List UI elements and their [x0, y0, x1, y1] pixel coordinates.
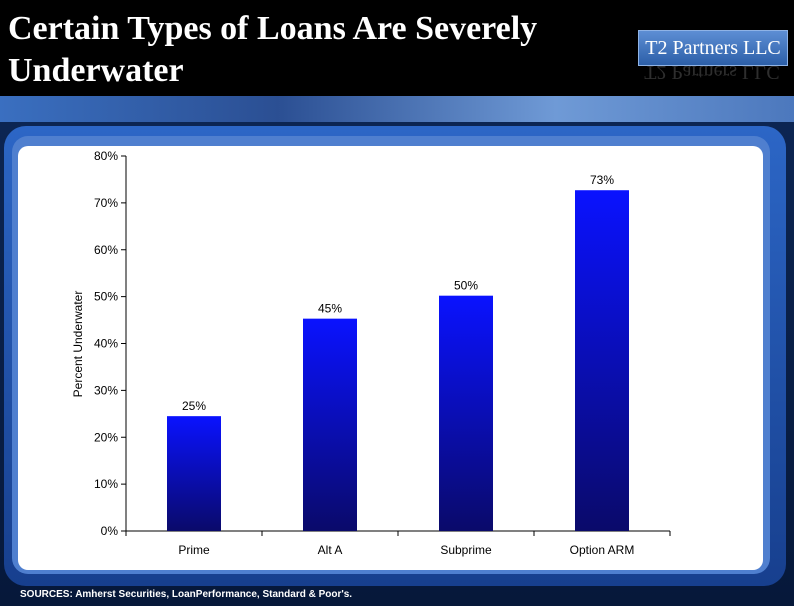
data-label: 73% — [590, 173, 614, 187]
header-band — [0, 96, 794, 122]
bar — [439, 295, 493, 531]
x-tick-label: Alt A — [318, 543, 343, 557]
brand-logo: T2 Partners LLC — [638, 30, 788, 66]
y-tick-label: 40% — [94, 337, 118, 351]
y-tick-label: 30% — [94, 383, 118, 397]
y-tick-label: 80% — [94, 149, 118, 163]
x-tick-label: Subprime — [440, 543, 492, 557]
y-tick-label: 50% — [94, 290, 118, 304]
sources-note: SOURCES: Amherst Securities, LoanPerform… — [20, 589, 353, 600]
data-label: 50% — [454, 279, 478, 293]
y-tick-label: 70% — [94, 196, 118, 210]
y-axis-label: Percent Underwater — [71, 291, 85, 398]
bar — [167, 416, 221, 531]
y-tick-label: 60% — [94, 243, 118, 257]
x-tick-label: Prime — [178, 543, 210, 557]
plot-panel — [18, 146, 763, 570]
slide-title: Certain Types of Loans Are Severely Unde… — [8, 10, 538, 89]
y-tick-label: 20% — [94, 430, 118, 444]
x-tick-label: Option ARM — [570, 543, 635, 557]
bar — [303, 318, 357, 531]
y-tick-label: 0% — [101, 524, 119, 538]
data-label: 45% — [318, 302, 342, 316]
y-tick-label: 10% — [94, 477, 118, 491]
data-label: 25% — [182, 399, 206, 413]
bar — [575, 190, 629, 531]
